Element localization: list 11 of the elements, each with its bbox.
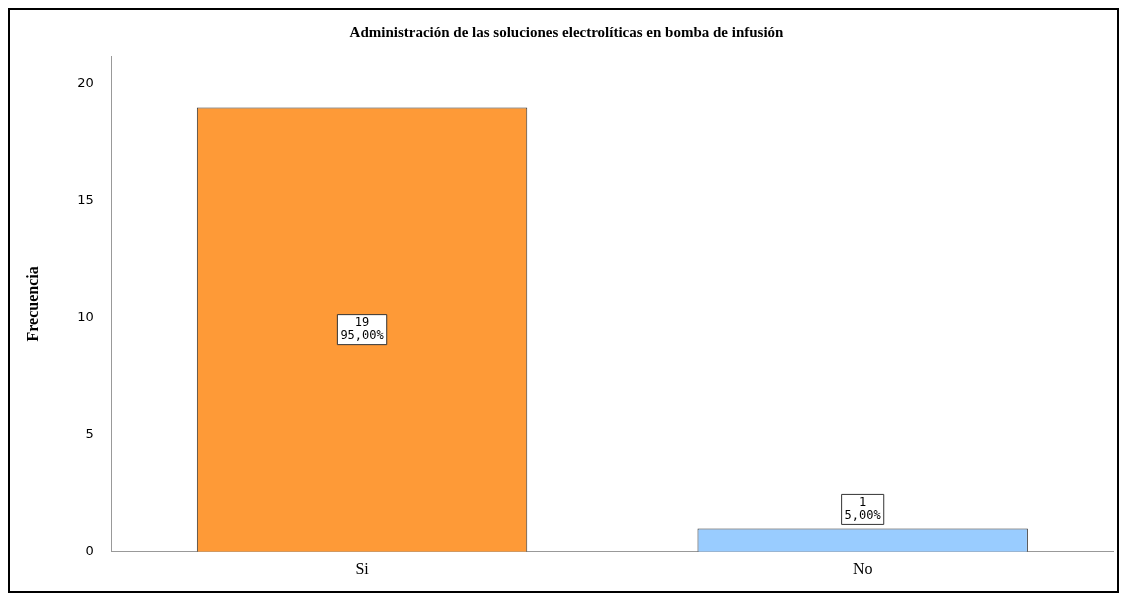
y-tick-label: 10 [77,309,94,325]
y-tick-label: 5 [85,426,94,442]
data-label: 1 5,00% [844,495,882,523]
y-tick-label: 15 [77,192,94,208]
x-tick-label: Si [355,559,370,577]
y-axis-title: Frecuencia [23,266,41,342]
x-tick-label: No [852,559,873,577]
y-tick-label: 0 [85,543,94,559]
chart-title: Administración de las soluciones electrolíticas en bomba de infusión [349,23,785,40]
y-tick-label: 20 [77,75,94,91]
data-label: 19 95,00% [340,315,385,343]
